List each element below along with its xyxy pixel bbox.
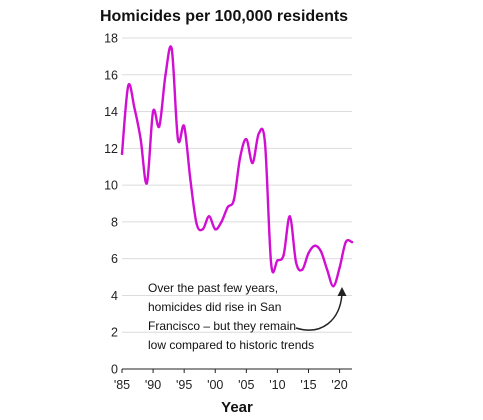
y-tick-label: 10 <box>104 179 118 193</box>
data-point-2013 <box>294 261 298 264</box>
data-point-1985 <box>120 152 124 156</box>
x-tick-label: '05 <box>238 378 254 392</box>
y-tick-label: 0 <box>111 363 118 377</box>
data-point-1986 <box>127 84 130 88</box>
data-point-2012 <box>288 215 292 218</box>
data-point-2005 <box>245 137 248 141</box>
annotation-line-4: low compared to historic trends <box>148 338 314 352</box>
y-tick-label: 14 <box>104 105 118 119</box>
annotation-arrow <box>295 293 343 331</box>
data-point-1995 <box>182 125 186 128</box>
x-axis-label: Year <box>221 399 253 416</box>
x-tick-label: '10 <box>269 378 285 392</box>
x-tick-label: '20 <box>331 378 347 392</box>
y-tick-label: 6 <box>111 252 118 266</box>
data-point-2019 <box>332 285 335 288</box>
data-point-1993 <box>170 47 173 51</box>
data-point-1998 <box>201 228 205 231</box>
y-tick-label: 4 <box>111 289 118 303</box>
annotation-line-2: homicides did rise in San <box>148 300 281 314</box>
data-point-1994 <box>176 137 180 141</box>
data-point-1991 <box>158 125 161 128</box>
data-point-2001 <box>220 220 223 224</box>
data-point-2002 <box>226 205 229 209</box>
x-tick-labels: '85 '90 '95 '00 '05 '10 '15 '20 <box>114 369 348 392</box>
annotation-line-1: Over the past few years, <box>148 281 278 295</box>
x-tick-label: '95 <box>176 378 192 392</box>
y-tick-label: 12 <box>104 142 118 156</box>
data-point-1997 <box>195 222 198 225</box>
series-line-homicide-rate <box>120 45 354 288</box>
data-point-2022 <box>350 240 354 244</box>
data-point-2015 <box>307 251 310 255</box>
y-tick-label: 16 <box>104 68 118 82</box>
data-point-1992 <box>164 73 167 76</box>
data-point-2014 <box>301 268 304 271</box>
data-point-2003 <box>232 198 236 202</box>
y-tick-label: 8 <box>111 215 118 229</box>
data-point-2008 <box>263 141 267 145</box>
y-tick-label: 2 <box>111 326 118 340</box>
data-point-2010 <box>276 259 279 262</box>
annotation: Over the past few years, homicides did r… <box>148 281 347 352</box>
y-tick-labels: 0 2 4 6 8 10 12 14 16 18 <box>104 32 118 377</box>
data-point-1999 <box>207 215 211 218</box>
data-point-2004 <box>238 156 242 159</box>
data-point-2006 <box>251 161 254 165</box>
data-point-2011 <box>282 253 285 257</box>
x-tick-label: '00 <box>207 378 223 392</box>
annotation-arrowhead <box>337 287 347 296</box>
data-point-1987 <box>133 106 136 110</box>
data-point-2017 <box>319 250 323 253</box>
annotation-line-3: Francisco – but they remain <box>148 319 296 333</box>
y-tick-label: 18 <box>104 32 118 46</box>
x-tick-label: '90 <box>145 378 161 392</box>
data-point-2000 <box>214 228 217 231</box>
data-point-2009 <box>269 262 273 266</box>
data-point-2016 <box>313 244 316 247</box>
x-tick-label: '15 <box>300 378 316 392</box>
data-point-1988 <box>139 137 142 141</box>
data-point-1996 <box>189 178 192 181</box>
data-point-2020 <box>338 266 341 270</box>
data-points <box>120 47 354 288</box>
data-point-2007 <box>257 132 260 135</box>
data-point-1990 <box>151 110 155 113</box>
x-tick-label: '85 <box>114 378 130 392</box>
data-point-2021 <box>344 240 347 244</box>
chart-title: Homicides per 100,000 residents <box>100 8 348 25</box>
data-point-1989 <box>145 182 149 185</box>
data-point-2018 <box>325 268 329 271</box>
